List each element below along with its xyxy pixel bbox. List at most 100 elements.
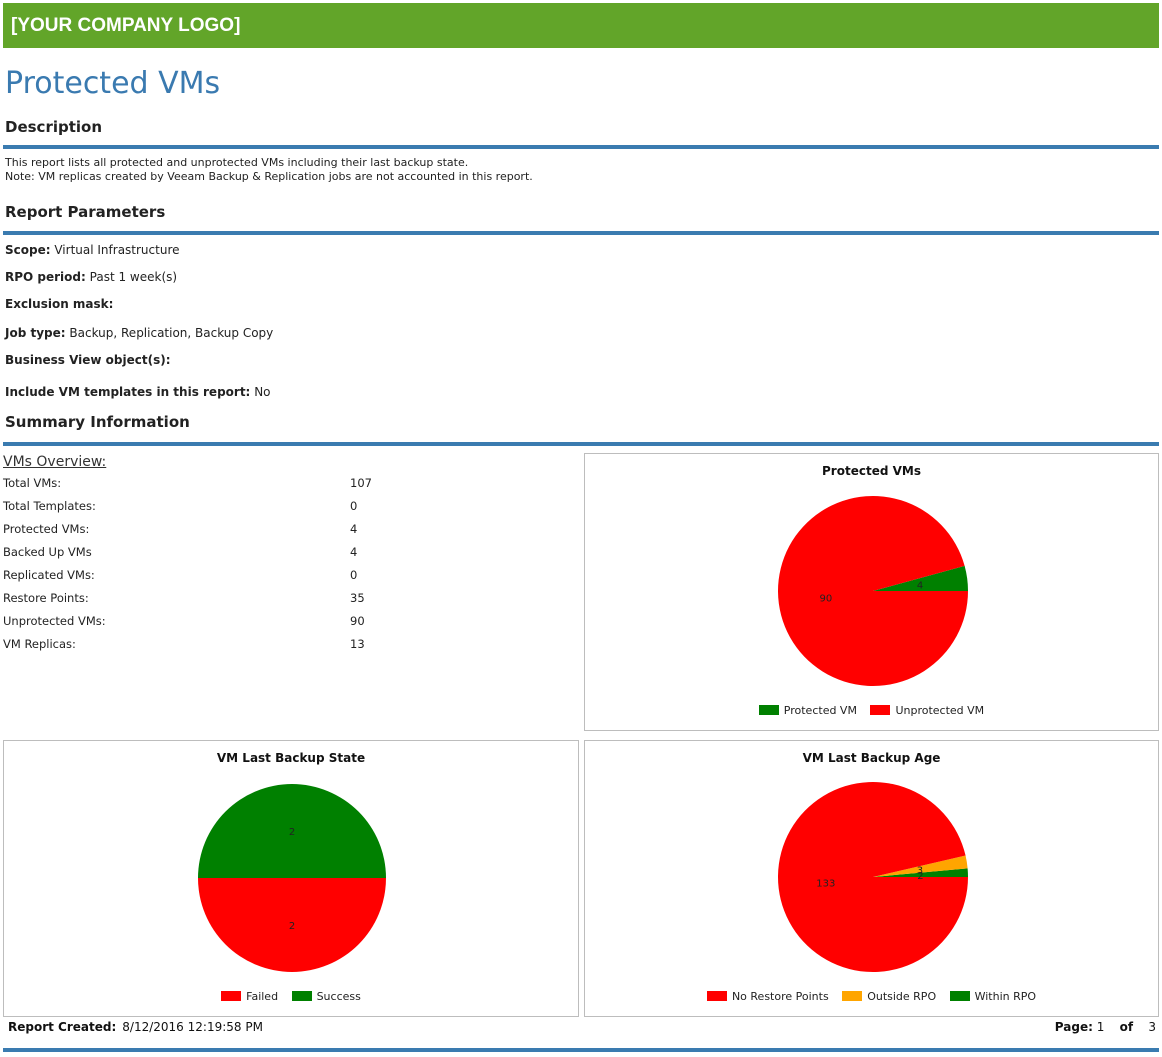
param-label: Job type:	[5, 326, 66, 340]
vm-last-backup-state-pie-chart: 22	[198, 784, 386, 972]
param-value: Past 1 week(s)	[89, 270, 178, 284]
page-current: 1	[1096, 1020, 1105, 1034]
page-total: 3	[1148, 1020, 1156, 1034]
overview-row-label: Unprotected VMs:	[3, 614, 106, 628]
legend-item: Protected VM	[758, 704, 857, 717]
report-created-value: 8/12/2016 12:19:58 PM	[122, 1020, 263, 1034]
parameters-heading: Report Parameters	[5, 203, 166, 221]
vm-last-backup-age-pie-chart: 23 133	[778, 781, 968, 972]
overview-row-value: 13	[350, 637, 365, 651]
description-line-1: This report lists all protected and unpr…	[5, 156, 469, 169]
overview-row-value: 4	[350, 545, 358, 559]
protected-vms-pie-chart: 4 90	[778, 496, 968, 686]
param-job-type: Job type: Backup, Replication, Backup Co…	[5, 326, 273, 340]
legend-swatch	[870, 705, 891, 715]
param-exclusion-mask: Exclusion mask:	[5, 297, 113, 311]
param-label: Scope:	[5, 243, 51, 257]
chart-title: Protected VMs	[822, 464, 921, 478]
chart-title: VM Last Backup State	[216, 751, 366, 765]
legend-label: No Restore Points	[731, 990, 829, 1003]
legend-swatch	[706, 991, 727, 1001]
overview-row-label: Replicated VMs:	[3, 568, 95, 582]
overview-row-label: Total Templates:	[3, 499, 96, 513]
param-include-templates: Include VM templates in this report: No	[5, 385, 271, 399]
parameters-divider	[3, 231, 1159, 235]
chart-legend: Protected VM Unprotected VM	[585, 704, 1158, 717]
legend-swatch	[221, 991, 242, 1001]
chart-title: VM Last Backup Age	[802, 751, 941, 765]
chart-legend: Failed Success	[4, 990, 578, 1003]
overview-row-label: VM Replicas:	[3, 637, 76, 651]
overview-row-value: 107	[350, 476, 372, 490]
overview-row-value: 90	[350, 614, 365, 628]
description-heading: Description	[5, 118, 103, 136]
summary-heading: Summary Information	[5, 413, 190, 431]
legend-item: No Restore Points	[706, 990, 829, 1003]
pie-slice-failed	[198, 878, 386, 972]
company-logo-banner: [YOUR COMPANY LOGO]	[3, 3, 1159, 48]
of-label: of	[1119, 1020, 1134, 1034]
param-label: Exclusion mask:	[5, 297, 114, 311]
legend-label: Outside RPO	[867, 990, 937, 1003]
overview-row-label: Restore Points:	[3, 591, 89, 605]
vms-overview-title: VMs Overview:	[3, 454, 107, 470]
param-label: Include VM templates in this report:	[5, 385, 251, 399]
param-business-view: Business View object(s):	[5, 353, 171, 367]
param-label: Business View object(s):	[5, 353, 171, 367]
pie-data-label: 90	[820, 593, 833, 604]
description-divider	[3, 145, 1159, 149]
pie-data-label: 4	[917, 581, 923, 592]
pie-slice-protected-vm	[873, 565, 968, 591]
legend-item: Unprotected VM	[870, 704, 984, 717]
overview-row-value: 0	[350, 568, 358, 582]
vm-last-backup-age-chart-panel: VM Last Backup Age 2 3 133 No Restore Poin…	[584, 740, 1159, 1017]
param-rpo-period: RPO period: Past 1 week(s)	[5, 270, 177, 284]
param-value: Virtual Infrastructure	[54, 243, 180, 257]
legend-label: Within RPO	[974, 990, 1037, 1003]
legend-swatch	[842, 991, 863, 1001]
legend-item: Success	[291, 990, 361, 1003]
pie-slice-outside-rpo	[873, 855, 968, 877]
summary-divider	[3, 442, 1159, 446]
pie-data-label: 2	[289, 921, 295, 932]
description-text: This report lists all protected and unpr…	[5, 156, 533, 184]
description-line-2: Note: VM replicas created by Veeam Backu…	[5, 170, 533, 183]
page-label: Page:	[1054, 1020, 1093, 1034]
page-indicator: Page: 1 of 3	[1055, 1020, 1156, 1034]
chart-legend: No Restore Points Outside RPO Within RPO	[585, 990, 1158, 1003]
pie-data-label: 2	[289, 827, 295, 838]
overview-row-label: Total VMs:	[3, 476, 62, 490]
report-created-label: Report Created:	[8, 1020, 117, 1034]
pie-slice-within-rpo	[873, 868, 968, 877]
company-logo-text: [YOUR COMPANY LOGO]	[11, 15, 241, 36]
pie-data-label: 133	[816, 878, 835, 889]
protected-vms-chart-panel: Protected VMs 4 90 Protected VM Unprotect…	[584, 453, 1159, 731]
legend-item: Within RPO	[949, 990, 1037, 1003]
overview-row-label: Protected VMs:	[3, 522, 90, 536]
legend-swatch	[291, 991, 312, 1001]
param-value: Backup, Replication, Backup Copy	[69, 326, 274, 340]
legend-label: Unprotected VM	[895, 704, 985, 717]
pie-slice-success	[198, 784, 386, 878]
overview-row-value: 4	[350, 522, 358, 536]
legend-label: Failed	[246, 990, 279, 1003]
page-title: Protected VMs	[5, 66, 221, 101]
pie-slice-unprotected-vm	[778, 496, 968, 686]
footer-divider	[3, 1048, 1159, 1052]
legend-label: Success	[316, 990, 361, 1003]
report-created: Report Created: 8/12/2016 12:19:58 PM	[8, 1020, 263, 1034]
overview-row-value: 0	[350, 499, 358, 513]
pie-data-label: 3	[917, 865, 923, 876]
legend-label: Protected VM	[783, 704, 857, 717]
param-scope: Scope: Virtual Infrastructure	[5, 243, 180, 257]
overview-row-value: 35	[350, 591, 365, 605]
param-value: No	[254, 385, 271, 399]
legend-swatch	[949, 991, 970, 1001]
pie-slice-no-restore-points	[778, 781, 968, 972]
param-label: RPO period:	[5, 270, 86, 284]
legend-item: Failed	[221, 990, 278, 1003]
pie-data-label: 2	[917, 871, 923, 882]
overview-row-label: Backed Up VMs	[3, 545, 92, 559]
legend-swatch	[758, 705, 779, 715]
